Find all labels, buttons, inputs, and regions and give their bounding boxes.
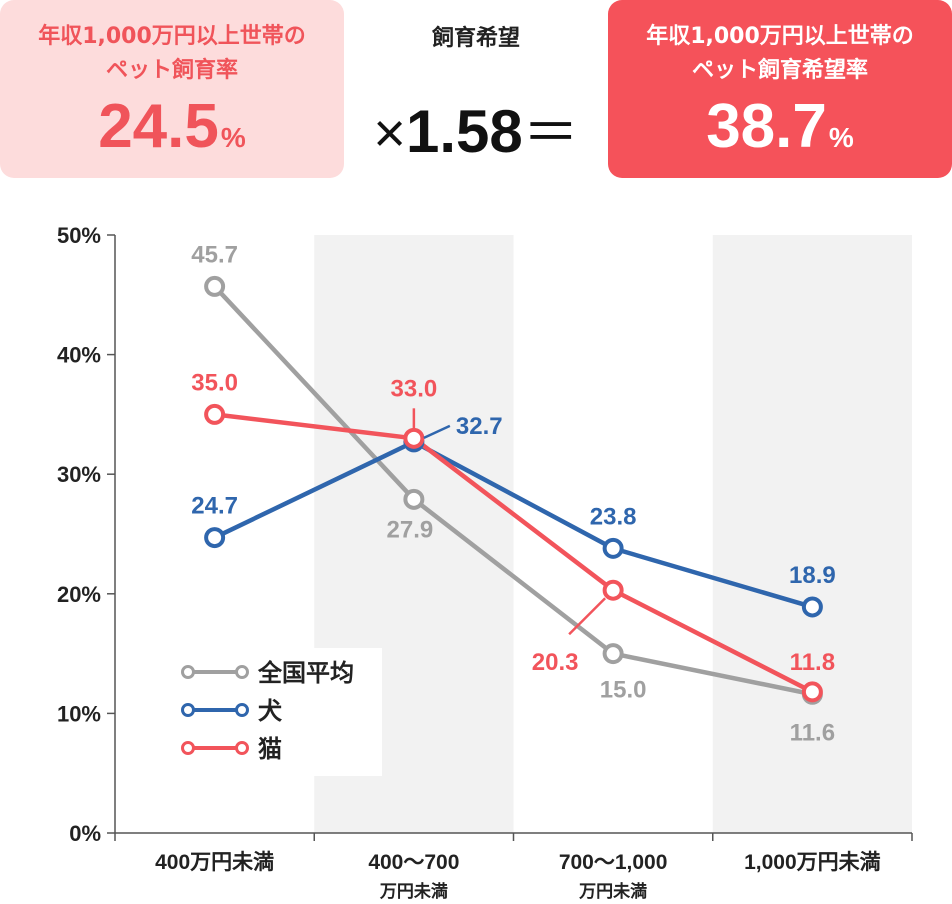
right-box-line1: 年収1,000万円以上世帯の (646, 24, 914, 49)
right-box-value: 38.7 (706, 92, 827, 161)
household-desire-rate-box: 年収1,000万円以上世帯の ペット飼育希望率 38.7% (608, 0, 952, 178)
x-tick-label-line2: 万円未満 (578, 881, 647, 901)
x-tick-label: 400万円未満 (155, 851, 274, 874)
data-point (204, 403, 226, 425)
data-point (602, 643, 624, 665)
leader-line (423, 424, 451, 440)
x-tick-label: 700～1,000 (559, 851, 668, 874)
right-box-unit: % (828, 122, 854, 153)
category-band (712, 235, 912, 833)
data-label: 20.3 (532, 649, 579, 676)
y-tick-label: 10% (57, 701, 101, 726)
left-box-unit: % (220, 122, 246, 153)
multiplier-formula: ×1.58＝ (360, 92, 592, 173)
data-label: 33.0 (391, 375, 438, 402)
x-tick-label: 1,000万円未満 (744, 851, 881, 874)
y-tick-label: 40% (57, 343, 101, 368)
left-box-line2: ペット飼育率 (105, 58, 238, 83)
left-box-value-row: 24.5% (0, 92, 344, 173)
legend-label: 全国平均 (257, 659, 354, 687)
series-line (213, 439, 814, 610)
data-point (403, 427, 425, 449)
legend-marker (181, 665, 195, 679)
data-point (204, 527, 226, 549)
data-point (602, 579, 624, 601)
legend-marker (181, 703, 195, 717)
y-tick-label: 50% (57, 223, 101, 248)
data-point (403, 488, 425, 510)
y-tick-label: 30% (57, 462, 101, 487)
y-tick-label: 20% (57, 582, 101, 607)
data-label: 23.8 (590, 503, 637, 530)
equals-sign: ＝ (522, 101, 579, 164)
legend-marker (235, 665, 249, 679)
legend-marker (181, 741, 195, 755)
data-label: 15.0 (600, 677, 647, 704)
data-label: 45.7 (191, 241, 238, 268)
data-label: 18.9 (789, 562, 836, 589)
legend-marker (235, 741, 249, 755)
middle-label: 飼育希望 (431, 26, 520, 51)
data-point (204, 275, 226, 297)
data-point (801, 596, 823, 618)
legend-label: 猫 (258, 736, 282, 763)
right-box-value-row: 38.7% (608, 92, 952, 173)
data-label: 24.7 (191, 493, 238, 520)
multiplier-value: 1.58 (405, 98, 523, 165)
x-tick-label-line2: 万円未満 (379, 881, 448, 901)
series-line (212, 284, 813, 697)
data-label: 11.8 (790, 649, 835, 676)
data-label: 11.6 (790, 719, 835, 746)
household-pet-rate-box: 年収1,000万円以上世帯の ペット飼育率 24.5% (0, 0, 344, 178)
data-point (602, 537, 624, 559)
right-box-line2: ペット飼育希望率 (691, 58, 868, 83)
legend-label: 犬 (258, 698, 283, 725)
y-tick-label: 0% (69, 821, 101, 846)
x-tick-label: 400～700 (368, 851, 459, 874)
leader-line (568, 597, 607, 636)
data-point (801, 681, 823, 703)
legend-marker (235, 703, 249, 717)
data-label: 35.0 (191, 369, 238, 396)
data-label: 32.7 (456, 413, 503, 440)
left-box-value: 24.5 (98, 92, 219, 161)
data-label: 27.9 (387, 516, 434, 543)
times-sign: × (373, 101, 406, 164)
left-box-line1: 年収1,000万円以上世帯の (38, 24, 306, 49)
series-line (214, 412, 814, 694)
